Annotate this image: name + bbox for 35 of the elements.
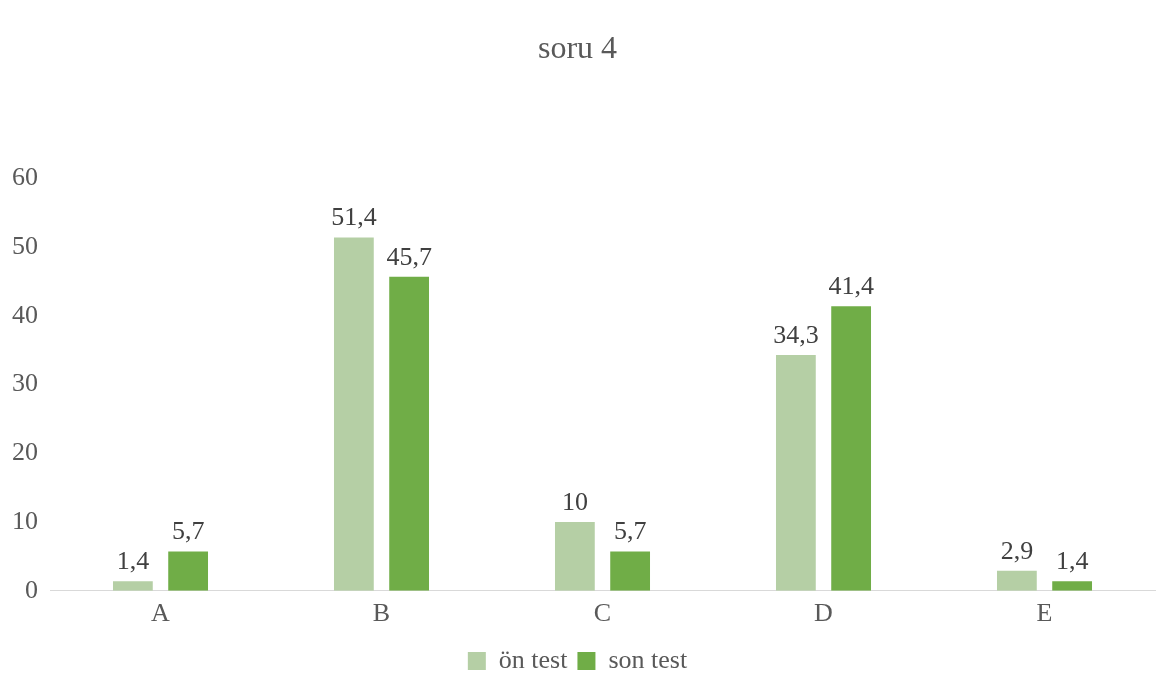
bar	[554, 522, 595, 591]
y-tick-label: 60	[12, 162, 38, 192]
bar	[1052, 581, 1093, 591]
data-label: 45,7	[386, 241, 432, 271]
y-tick-label: 40	[12, 299, 38, 329]
y-tick-label: 30	[12, 368, 38, 398]
data-label: 51,4	[331, 202, 377, 232]
data-label: 10	[561, 486, 588, 516]
data-label: 1,4	[1055, 546, 1089, 576]
data-label: 2,9	[1000, 535, 1034, 565]
y-tick-label: 0	[25, 574, 38, 604]
data-label: 5,7	[613, 516, 647, 546]
y-tick-label: 10	[12, 505, 38, 535]
legend-label: ön test	[498, 644, 569, 674]
x-tick-label: D	[814, 598, 833, 628]
x-tick-label: A	[151, 598, 171, 628]
y-tick-label: 20	[12, 437, 38, 467]
y-tick-label: 50	[12, 230, 38, 260]
legend-label: son test	[608, 644, 688, 674]
bar	[610, 551, 651, 591]
bar	[333, 237, 374, 591]
data-label: 41,4	[828, 271, 874, 301]
bar	[389, 276, 430, 591]
data-label: 1,4	[116, 546, 150, 576]
bar	[996, 570, 1037, 591]
x-tick-label: B	[372, 598, 391, 628]
bar	[775, 355, 816, 591]
data-label: 5,7	[171, 516, 205, 546]
chart-title: soru 4	[537, 28, 618, 65]
bar	[831, 306, 872, 591]
x-tick-label: C	[593, 598, 612, 628]
bar	[112, 581, 153, 591]
data-label: 34,3	[773, 319, 819, 349]
bar	[168, 551, 209, 591]
x-tick-label: E	[1036, 598, 1053, 628]
